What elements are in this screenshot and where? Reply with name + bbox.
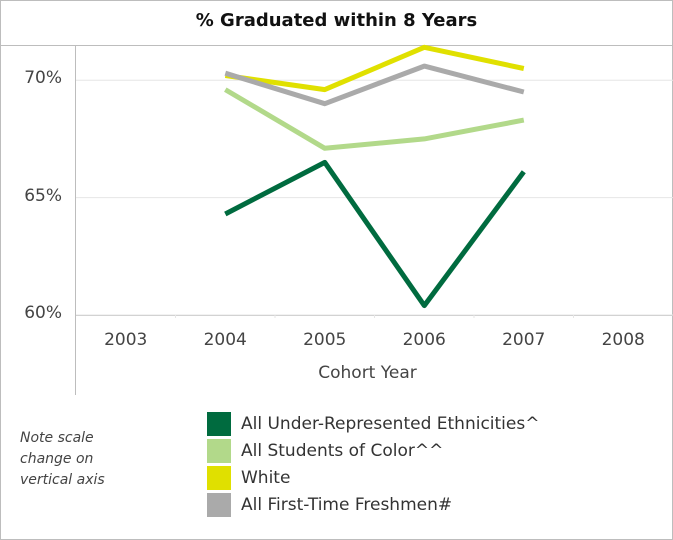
legend: All Under-Represented Ethnicities^ All St… [207, 410, 539, 518]
legend-item: All Under-Represented Ethnicities^ [207, 410, 539, 437]
legend-swatch [207, 465, 231, 490]
legend-label: All Students of Color^^ [241, 440, 444, 461]
legend-label: All Under-Represented Ethnicities^ [241, 413, 540, 434]
legend-item: White [207, 464, 539, 491]
legend-item: All First-Time Freshmen# [207, 491, 539, 518]
scale-note: Note scale change on vertical axis [20, 430, 105, 488]
legend-swatch [207, 411, 231, 436]
x-tick-label: 2005 [303, 330, 347, 350]
legend-label: All First-Time Freshmen# [241, 494, 453, 515]
y-tick-label: 60% [24, 303, 62, 323]
legend-swatch [207, 492, 231, 517]
chart-title: % Graduated within 8 Years [195, 10, 478, 31]
y-tick-label: 70% [24, 68, 62, 89]
x-tick-label: 2003 [104, 330, 148, 350]
x-tick-label: 2004 [203, 330, 247, 350]
series-line-2 [224, 87, 525, 151]
x-tick-label: 2006 [402, 330, 446, 350]
legend-label: White [241, 467, 291, 488]
series-line-4 [224, 63, 525, 107]
series-line-1 [224, 159, 526, 309]
x-tick-label: 2008 [601, 330, 645, 350]
legend-item: All Students of Color^^ [207, 437, 539, 464]
legend-swatch [207, 438, 231, 463]
x-axis-label: Cohort Year [318, 363, 417, 383]
y-tick-label: 65% [24, 185, 62, 206]
x-tick-label: 2007 [502, 330, 546, 350]
series-line-3 [224, 44, 525, 93]
